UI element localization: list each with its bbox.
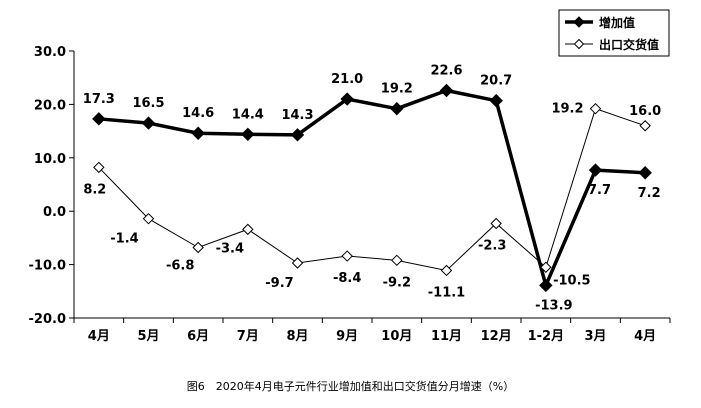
point-value-added bbox=[539, 278, 553, 293]
x-tick-label: 4月 bbox=[634, 329, 656, 344]
data-label-value-added: 16.5 bbox=[132, 96, 164, 111]
x-tick-label: 4月 bbox=[88, 329, 110, 344]
data-label-value-added: 7.7 bbox=[588, 183, 611, 198]
series-layer bbox=[92, 83, 652, 293]
x-tick-label: 1-2月 bbox=[528, 329, 565, 344]
legend-marker-value-added bbox=[573, 16, 585, 28]
data-label-export-value: 19.2 bbox=[551, 102, 583, 117]
data-labels: 17.3 16.5 14.6 14.4 14.3 21.0 19.2 22.6 20.7 -13.… bbox=[83, 64, 661, 314]
data-label-value-added: -13.9 bbox=[535, 298, 572, 313]
point-value-added bbox=[638, 166, 652, 180]
point-value-added bbox=[390, 101, 404, 116]
data-label-value-added: 22.6 bbox=[430, 64, 462, 79]
y-tick-label: 20.0 bbox=[34, 98, 66, 113]
data-label-export-value: -9.7 bbox=[265, 276, 293, 291]
point-export-value bbox=[142, 212, 155, 225]
data-label-export-value: -6.8 bbox=[166, 259, 194, 274]
data-label-export-value: -3.4 bbox=[216, 241, 244, 256]
data-label-value-added: 14.6 bbox=[182, 106, 214, 121]
point-value-added bbox=[340, 92, 354, 106]
data-label-export-value: -1.4 bbox=[110, 232, 138, 247]
line-chart: 30.0 20.0 10.0 0.0 -10.0 -20.0 4月 5月 6月 7月 8月 9月 10月… bbox=[29, 9, 671, 344]
x-tick-label: 3月 bbox=[584, 329, 606, 344]
figure-caption: 图6 2020年4月电子元件行业增加值和出口交货值分月增速（%） bbox=[186, 380, 515, 393]
data-label-export-value: -10.5 bbox=[553, 273, 590, 288]
point-export-value bbox=[440, 264, 453, 277]
series-line-export-value bbox=[98, 108, 646, 272]
point-export-value bbox=[391, 254, 403, 267]
data-label-value-added: 14.4 bbox=[232, 107, 264, 122]
point-value-added bbox=[290, 128, 305, 142]
data-label-export-value: -2.3 bbox=[478, 238, 506, 253]
y-tick-label: 30.0 bbox=[34, 45, 66, 60]
data-label-export-value: -9.2 bbox=[383, 275, 411, 290]
point-export-value bbox=[589, 102, 602, 115]
point-export-value bbox=[242, 223, 254, 236]
point-export-value bbox=[93, 161, 105, 174]
point-value-added bbox=[191, 126, 205, 140]
data-label-export-value: 16.0 bbox=[629, 104, 661, 119]
data-label-export-value: -8.4 bbox=[333, 271, 361, 286]
point-export-value bbox=[639, 120, 651, 132]
series-line-value-added bbox=[98, 88, 646, 288]
data-label-export-value: -11.1 bbox=[428, 285, 465, 300]
y-tick-label: -20.0 bbox=[29, 312, 66, 327]
x-tick-label: 12月 bbox=[481, 329, 512, 344]
point-value-added bbox=[92, 112, 106, 126]
x-tick-label: 8月 bbox=[286, 329, 308, 344]
legend-marker-export-value bbox=[573, 38, 585, 50]
point-value-added bbox=[141, 116, 156, 130]
y-tick-label: 0.0 bbox=[43, 205, 66, 220]
data-label-value-added: 17.3 bbox=[83, 92, 115, 107]
x-tick-label: 11月 bbox=[431, 329, 462, 344]
x-tick-label: 6月 bbox=[187, 329, 209, 344]
data-label-value-added: 7.2 bbox=[638, 186, 661, 201]
data-label-export-value: 8.2 bbox=[83, 182, 106, 197]
point-export-value bbox=[490, 217, 502, 230]
y-tick-label: 10.0 bbox=[34, 152, 66, 167]
x-tick-label: 10月 bbox=[381, 329, 412, 344]
point-value-added bbox=[489, 93, 503, 108]
point-export-value bbox=[291, 257, 304, 269]
data-label-value-added: 20.7 bbox=[480, 74, 512, 89]
data-label-value-added: 14.3 bbox=[281, 108, 313, 123]
point-value-added bbox=[588, 163, 603, 177]
x-tick-label: 5月 bbox=[137, 329, 159, 344]
point-value-added bbox=[439, 83, 454, 98]
y-tick-label: -10.0 bbox=[29, 259, 66, 274]
point-value-added bbox=[241, 127, 255, 142]
data-label-value-added: 19.2 bbox=[381, 82, 413, 97]
legend-label-export-value: 出口交货值 bbox=[599, 37, 659, 52]
axes: 30.0 20.0 10.0 0.0 -10.0 -20.0 4月 5月 6月 7月 8月 9月 10月… bbox=[29, 45, 671, 344]
legend-box bbox=[558, 9, 670, 57]
point-export-value bbox=[341, 250, 353, 262]
legend-label-value-added: 增加值 bbox=[599, 15, 635, 30]
point-export-value bbox=[540, 261, 552, 273]
x-tick-label: 9月 bbox=[336, 329, 358, 344]
x-tick-label: 7月 bbox=[237, 329, 259, 344]
point-export-value bbox=[192, 241, 204, 254]
data-label-value-added: 21.0 bbox=[331, 72, 363, 87]
